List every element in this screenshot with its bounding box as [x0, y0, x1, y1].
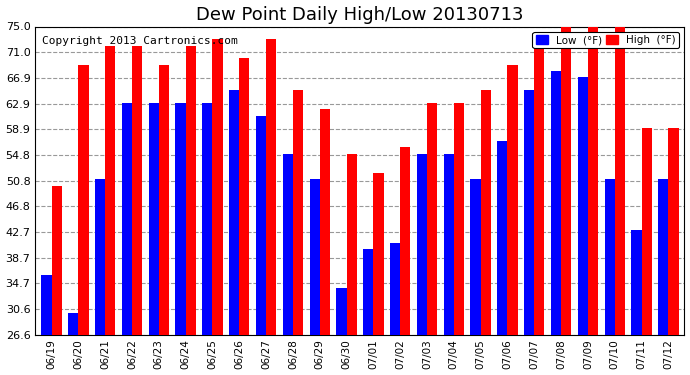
Bar — [615, 27, 625, 335]
Bar — [132, 46, 142, 335]
Bar — [390, 243, 400, 335]
Bar — [588, 27, 598, 335]
Legend: Low  (°F), High  (°F): Low (°F), High (°F) — [533, 32, 679, 48]
Bar — [669, 128, 678, 335]
Bar — [417, 154, 427, 335]
Bar — [310, 179, 319, 335]
Bar — [497, 141, 507, 335]
Bar — [121, 103, 132, 335]
Bar — [427, 103, 437, 335]
Bar — [293, 90, 303, 335]
Bar — [642, 128, 652, 335]
Bar — [79, 65, 88, 335]
Bar — [105, 46, 115, 335]
Bar — [186, 46, 196, 335]
Bar — [175, 103, 186, 335]
Bar — [95, 179, 105, 335]
Bar — [148, 103, 159, 335]
Bar — [631, 230, 642, 335]
Bar — [658, 179, 669, 335]
Bar — [202, 103, 213, 335]
Bar — [239, 58, 249, 335]
Bar — [444, 154, 454, 335]
Bar — [507, 65, 518, 335]
Bar — [524, 90, 534, 335]
Bar — [68, 313, 79, 335]
Bar — [400, 147, 411, 335]
Title: Dew Point Daily High/Low 20130713: Dew Point Daily High/Low 20130713 — [196, 6, 524, 24]
Bar — [283, 154, 293, 335]
Bar — [159, 65, 169, 335]
Bar — [229, 90, 239, 335]
Bar — [373, 173, 384, 335]
Bar — [604, 179, 615, 335]
Bar — [266, 39, 276, 335]
Bar — [561, 27, 571, 335]
Bar — [256, 116, 266, 335]
Bar — [454, 103, 464, 335]
Bar — [319, 109, 330, 335]
Bar — [52, 186, 61, 335]
Bar — [41, 275, 52, 335]
Bar — [551, 71, 561, 335]
Bar — [578, 78, 588, 335]
Bar — [336, 288, 346, 335]
Bar — [363, 249, 373, 335]
Bar — [213, 39, 223, 335]
Bar — [346, 154, 357, 335]
Bar — [534, 46, 544, 335]
Bar — [481, 90, 491, 335]
Bar — [471, 179, 481, 335]
Text: Copyright 2013 Cartronics.com: Copyright 2013 Cartronics.com — [42, 36, 237, 46]
